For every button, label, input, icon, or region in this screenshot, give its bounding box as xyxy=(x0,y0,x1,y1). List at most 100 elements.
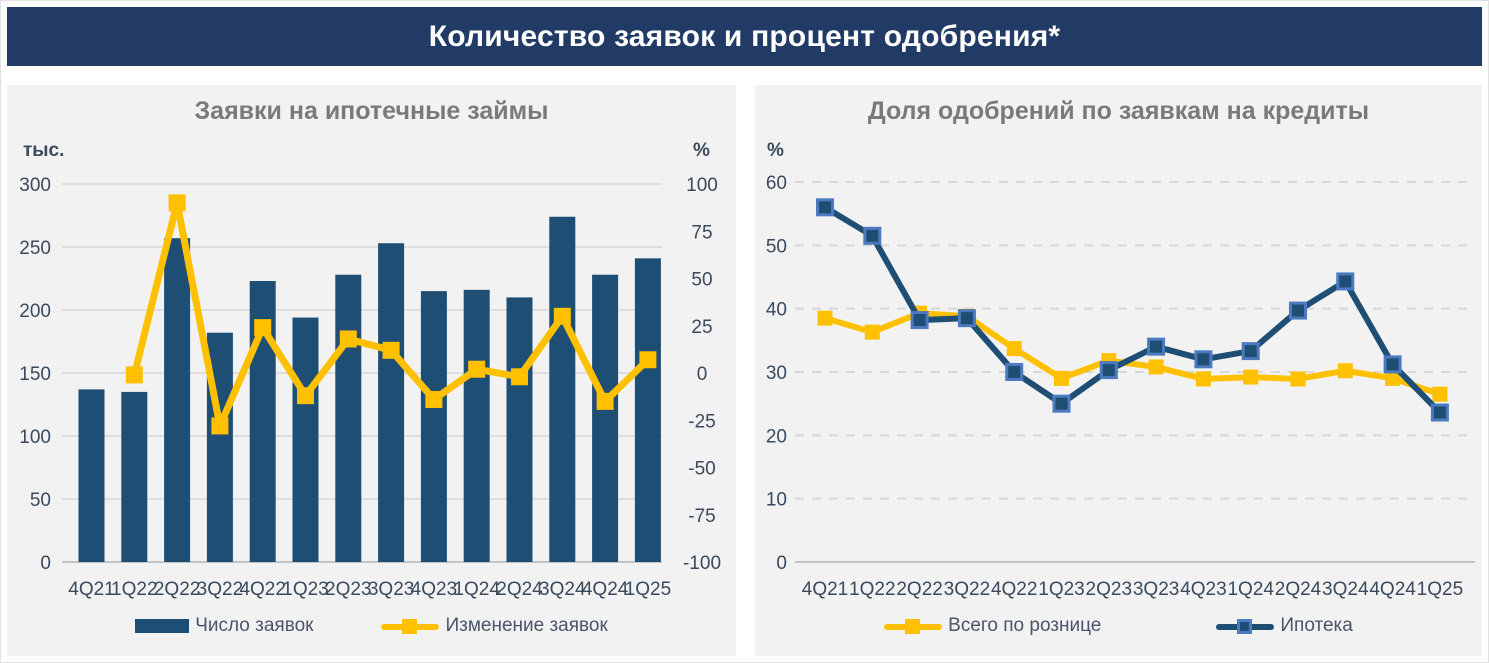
line-marker xyxy=(1383,355,1402,374)
mortgage-applications-chart: 3002502001501005001007550250-25-50-75-10… xyxy=(19,175,721,600)
line-marker xyxy=(1241,342,1260,361)
right-axis-tick: -25 xyxy=(688,411,715,432)
right-axis-tick: 0 xyxy=(697,364,708,385)
legend-label-change: Изменение заявок xyxy=(445,615,608,636)
bar xyxy=(592,274,619,562)
right-axis-tick: 50 xyxy=(691,270,712,291)
line-marker xyxy=(863,226,882,245)
left-axis-tick: 300 xyxy=(19,175,51,196)
legend-label-applications: Число заявок xyxy=(195,615,314,636)
legend-item-mortgage: Ипотека xyxy=(1216,615,1353,637)
x-axis-label: 4Q22 xyxy=(239,579,285,600)
legend-label-retail: Всего по рознице xyxy=(948,615,1102,636)
right-axis-tick: 75 xyxy=(691,222,712,243)
line-marker xyxy=(639,351,657,369)
right-chart-panel: Доля одобрений по заявкам на кредиты % 6… xyxy=(755,85,1482,656)
bar xyxy=(549,216,576,562)
legend-item-applications: Число заявок xyxy=(135,615,313,637)
line-marker xyxy=(864,324,880,340)
left-chart-legend: Число заявок Изменение заявок xyxy=(7,615,736,637)
line-marker xyxy=(1054,370,1069,386)
line-marker xyxy=(382,341,400,359)
left-axis-unit: тыс. xyxy=(23,140,65,161)
y-axis-tick: 10 xyxy=(766,490,787,511)
x-axis-label: 2Q22 xyxy=(154,579,200,600)
right-axis-tick: -75 xyxy=(688,506,715,527)
legend-item-retail: Всего по рознице xyxy=(884,615,1101,637)
left-axis-tick: 50 xyxy=(30,490,51,511)
y-axis-unit: % xyxy=(767,140,784,161)
line-marker xyxy=(1195,371,1211,387)
line-marker xyxy=(1099,361,1118,380)
x-axis-label: 2Q23 xyxy=(325,579,371,600)
line-marker xyxy=(468,360,486,378)
x-axis-label: 4Q21 xyxy=(802,579,848,600)
line-marker xyxy=(1290,371,1306,387)
line-marker xyxy=(1006,341,1022,357)
bar xyxy=(420,291,447,562)
line-marker xyxy=(1194,350,1213,369)
x-axis-label: 2Q23 xyxy=(1086,579,1132,600)
line-marker xyxy=(957,309,976,328)
bar xyxy=(121,391,148,562)
bar xyxy=(463,289,490,562)
line-marker xyxy=(1289,301,1307,320)
line-marker xyxy=(817,310,833,326)
x-axis-label: 1Q23 xyxy=(282,579,328,600)
x-axis-label: 1Q24 xyxy=(1227,579,1274,600)
line-marker xyxy=(816,198,834,217)
line-marker xyxy=(1336,272,1355,291)
x-axis-label: 1Q25 xyxy=(1417,579,1463,600)
y-axis-tick: 50 xyxy=(766,236,787,257)
left-axis-tick: 250 xyxy=(19,238,51,259)
page-title: Количество заявок и процент одобрения* xyxy=(428,19,1061,53)
line-swatch-icon xyxy=(381,618,440,635)
bar xyxy=(378,243,405,562)
x-axis-label: 1Q24 xyxy=(453,579,500,600)
line-marker xyxy=(168,194,186,212)
x-axis-label: 4Q21 xyxy=(68,579,114,600)
y-axis-tick: 40 xyxy=(766,300,787,321)
right-chart-legend: Всего по рознице Ипотека xyxy=(755,615,1482,637)
line-marker xyxy=(1430,403,1449,422)
line-marker xyxy=(1337,363,1353,379)
right-chart-title: Доля одобрений по заявкам на кредиты xyxy=(867,97,1370,125)
x-axis-label: 3Q22 xyxy=(944,579,990,600)
bar xyxy=(634,258,661,562)
left-axis-tick: 200 xyxy=(19,301,51,322)
x-axis-label: 2Q22 xyxy=(896,579,942,600)
line-marker xyxy=(910,311,929,330)
x-axis-label: 4Q22 xyxy=(991,579,1037,600)
bar xyxy=(506,297,533,562)
left-chart-panel: Заявки на ипотечные займы тыс. % 300 250 2… xyxy=(7,85,736,656)
left-axis-tick: 150 xyxy=(19,364,51,385)
right-axis-unit: % xyxy=(693,140,710,161)
line-marker xyxy=(1432,386,1448,402)
y-axis-tick: 30 xyxy=(766,363,787,384)
line-swatch-icon xyxy=(1216,618,1275,635)
y-axis-tick: 60 xyxy=(766,173,787,194)
x-axis-label: 4Q24 xyxy=(1369,579,1416,600)
left-axis-tick: 100 xyxy=(19,427,51,448)
line-marker xyxy=(125,366,143,384)
y-axis-tick: 20 xyxy=(766,426,787,447)
line-marker xyxy=(425,390,443,408)
bar xyxy=(78,389,105,562)
x-axis-label: 2Q24 xyxy=(496,579,543,600)
x-axis-label: 2Q24 xyxy=(1275,579,1322,600)
x-axis-label: 3Q24 xyxy=(539,579,586,600)
right-axis-tick: 25 xyxy=(691,317,712,338)
line-marker xyxy=(254,319,272,337)
line-marker xyxy=(553,307,571,325)
line-marker xyxy=(1385,370,1401,386)
left-chart-title: Заявки на ипотечные займы xyxy=(194,97,549,125)
x-axis-label: 1Q22 xyxy=(849,579,895,600)
header-banner: Количество заявок и процент одобрения* xyxy=(7,7,1482,66)
x-axis-label: 1Q25 xyxy=(625,579,671,600)
right-axis-tick: -50 xyxy=(688,459,715,480)
bar-swatch-icon xyxy=(135,619,190,633)
line-marker xyxy=(339,330,357,348)
x-axis-label: 4Q23 xyxy=(411,579,457,600)
line-marker xyxy=(1005,363,1024,381)
